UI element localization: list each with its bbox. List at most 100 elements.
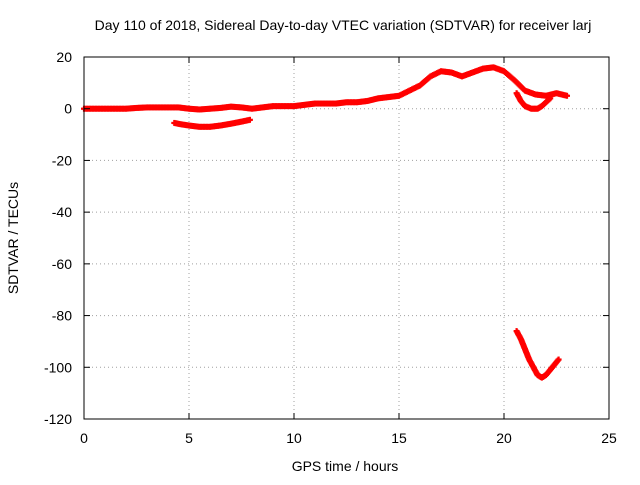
data-point xyxy=(291,103,297,110)
x-tick-label: 10 xyxy=(286,430,302,446)
y-tick-label: -120 xyxy=(44,411,72,427)
y-tick-label: 0 xyxy=(64,101,72,117)
data-point xyxy=(175,104,182,111)
data-point xyxy=(207,123,213,130)
data-point xyxy=(555,356,562,363)
data-point xyxy=(427,73,434,80)
data-point xyxy=(543,372,549,379)
data-point xyxy=(154,104,161,111)
grid-layer xyxy=(84,57,609,419)
data-point xyxy=(91,105,98,112)
data-point xyxy=(517,335,524,342)
data-point xyxy=(396,92,402,99)
data-point xyxy=(522,346,528,353)
y-tick-label: -40 xyxy=(52,204,72,220)
data-point xyxy=(448,69,455,76)
data-point xyxy=(186,122,192,129)
data-point xyxy=(112,105,119,112)
data-point xyxy=(513,90,520,97)
y-tick-label: 20 xyxy=(56,49,72,65)
data-point xyxy=(459,73,465,80)
x-tick-label: 5 xyxy=(185,430,193,446)
data-point xyxy=(543,92,549,99)
data-point xyxy=(480,65,486,72)
series-2 xyxy=(513,90,554,112)
data-point xyxy=(354,99,360,106)
data-point xyxy=(207,105,213,112)
data-point xyxy=(217,122,224,129)
data-point xyxy=(133,104,140,111)
x-tick-label: 20 xyxy=(496,430,512,446)
series-layer xyxy=(81,64,570,381)
data-point xyxy=(333,100,339,107)
data-point xyxy=(249,105,255,112)
x-axis-label: GPS time / hours xyxy=(292,458,399,474)
data-point xyxy=(322,100,329,107)
data-point xyxy=(532,91,539,98)
data-point xyxy=(538,103,545,110)
data-point xyxy=(513,328,520,335)
tick-layer: 0 5 10 15 20 25 20 0 -20 -40 -60 -80 -100 -120 xyxy=(44,49,617,446)
data-point xyxy=(469,69,476,76)
data-point xyxy=(517,97,524,104)
data-point xyxy=(564,92,570,99)
data-point xyxy=(522,103,528,110)
data-point xyxy=(526,356,533,363)
data-point xyxy=(530,364,537,371)
series-0 xyxy=(81,64,570,113)
data-point xyxy=(343,99,350,106)
data-point xyxy=(171,119,178,126)
data-point xyxy=(534,105,541,112)
data-point xyxy=(238,104,245,111)
data-point xyxy=(270,103,276,110)
data-point xyxy=(538,374,545,381)
data-point xyxy=(364,97,371,104)
data-point xyxy=(280,103,287,110)
data-point xyxy=(228,103,234,110)
data-point xyxy=(312,100,318,107)
data-point xyxy=(553,90,560,97)
y-tick-label: -60 xyxy=(52,256,72,272)
x-tick-label: 15 xyxy=(391,430,407,446)
data-point xyxy=(259,104,266,111)
data-point xyxy=(528,105,535,112)
data-point xyxy=(228,120,234,127)
data-point xyxy=(490,64,497,71)
y-tick-label: -80 xyxy=(52,308,72,324)
data-point xyxy=(543,99,549,106)
data-point xyxy=(406,87,413,94)
data-point xyxy=(511,77,518,84)
y-tick-label: -20 xyxy=(52,152,72,168)
data-point xyxy=(144,104,150,111)
data-point xyxy=(123,105,129,112)
data-point xyxy=(186,105,192,112)
chart-title: Day 110 of 2018, Sidereal Day-to-day VTE… xyxy=(95,17,592,33)
plot-area-frame xyxy=(83,56,610,420)
data-point xyxy=(238,118,245,125)
x-tick-label: 0 xyxy=(80,430,88,446)
data-point xyxy=(165,104,171,111)
data-point xyxy=(375,95,381,102)
data-point xyxy=(501,68,507,75)
data-point xyxy=(102,105,108,112)
y-axis-label: SDTVAR / TECUs xyxy=(5,182,21,294)
data-point xyxy=(196,106,203,113)
data-point xyxy=(417,82,423,89)
data-point xyxy=(196,123,203,130)
data-point xyxy=(385,94,392,101)
data-point xyxy=(438,68,444,75)
y-tick-label: -100 xyxy=(44,359,72,375)
data-point xyxy=(177,121,184,128)
data-point xyxy=(547,366,554,373)
series-3 xyxy=(513,328,562,381)
data-point xyxy=(522,87,528,94)
data-point xyxy=(534,372,541,379)
data-point xyxy=(301,101,308,108)
x-tick-label: 25 xyxy=(601,430,617,446)
data-point xyxy=(246,116,253,123)
data-point xyxy=(551,361,558,368)
series-1 xyxy=(171,116,253,130)
data-point xyxy=(217,104,224,111)
